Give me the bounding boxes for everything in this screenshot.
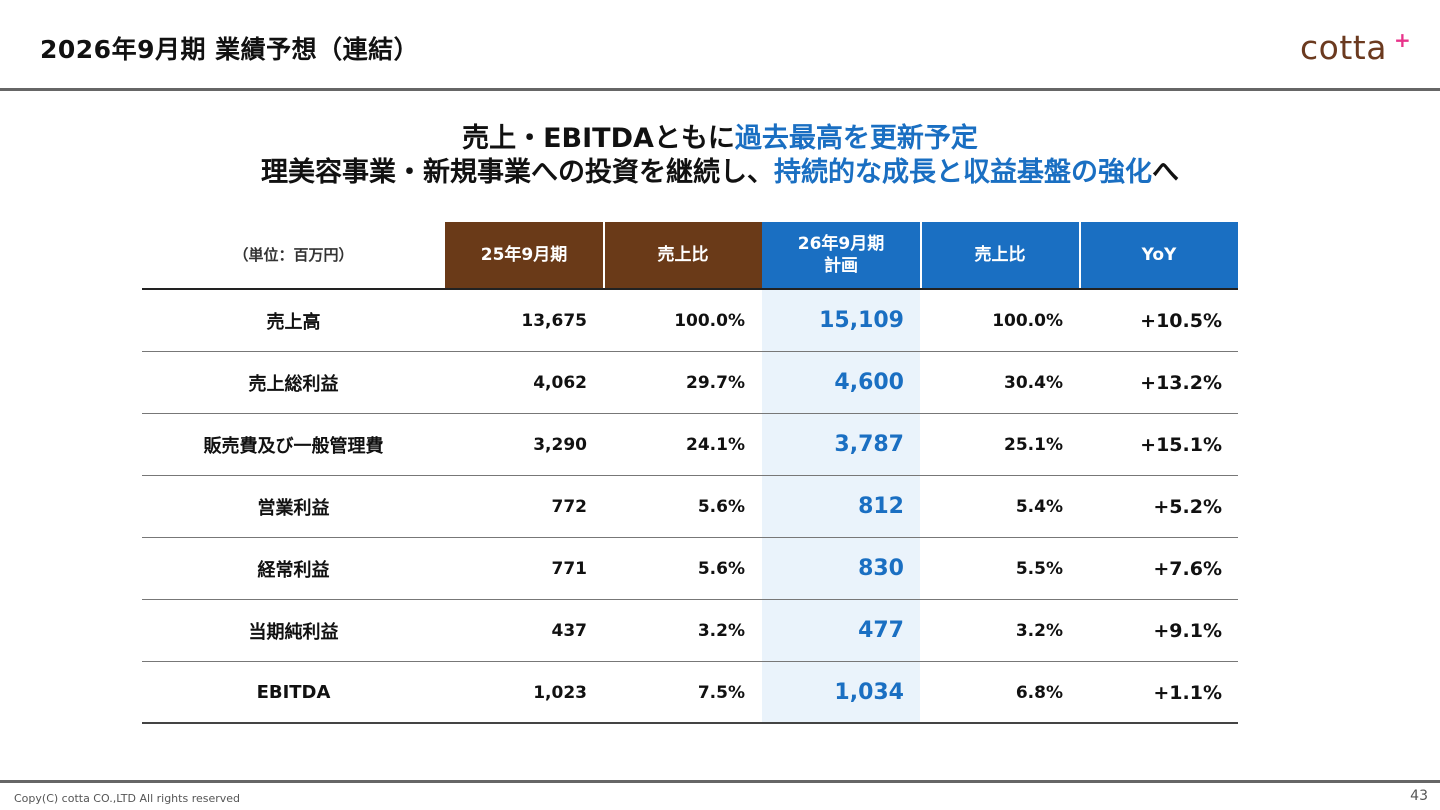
headline-line-2-highlight: 持続的な成長と収益基盤の強化	[774, 157, 1152, 188]
header-separator	[920, 222, 922, 288]
yoy-value: +9.1%	[1153, 619, 1222, 642]
fy26-plan-value: 830	[858, 556, 904, 581]
table-row: 経常利益 771 5.6% 830 5.5% +7.6%	[142, 538, 1238, 600]
row-label: EBITDA	[256, 682, 331, 703]
fy25-ratio: 5.6%	[697, 496, 745, 517]
headline: 売上・EBITDAともに過去最高を更新予定 理美容事業・新規事業への投資を継続し…	[0, 122, 1440, 190]
fy26-plan-value: 1,034	[834, 680, 904, 705]
fy25-value: 437	[551, 620, 588, 641]
copyright-text: Copy(C) cotta CO.,LTD All rights reserve…	[14, 792, 241, 805]
header-divider	[0, 88, 1440, 91]
header-fy26-line1: 26年9月期	[797, 234, 885, 254]
table-row: 販売費及び一般管理費 3,290 24.1% 3,787 25.1% +15.1…	[142, 414, 1238, 476]
fy26-plan-value: 477	[858, 618, 904, 643]
yoy-value: +10.5%	[1140, 309, 1222, 332]
logo-text: cotta	[1300, 28, 1387, 67]
fy26-ratio: 5.4%	[1015, 496, 1063, 517]
fy26-ratio: 30.4%	[1004, 372, 1063, 393]
plan-column-highlight	[762, 222, 920, 724]
row-label: 当期純利益	[248, 621, 339, 643]
fy26-plan-value: 15,109	[819, 308, 904, 333]
row-label: 経常利益	[257, 559, 330, 581]
headline-line-2: 理美容事業・新規事業への投資を継続し、持続的な成長と収益基盤の強化へ	[0, 156, 1440, 190]
header-separator	[1079, 222, 1081, 288]
fy26-ratio: 5.5%	[1015, 558, 1063, 579]
footer-divider	[0, 780, 1440, 783]
cotta-logo: cotta +	[1300, 28, 1412, 68]
fy25-value: 4,062	[533, 372, 587, 393]
table-row: 売上総利益 4,062 29.7% 4,600 30.4% +13.2%	[142, 352, 1238, 414]
fy26-ratio: 6.8%	[1015, 682, 1063, 703]
fy25-ratio: 3.2%	[697, 620, 745, 641]
logo-plus-icon: +	[1394, 28, 1411, 52]
yoy-value: +13.2%	[1140, 371, 1222, 394]
header-fy25: 25年9月期	[445, 222, 603, 288]
row-label: 売上総利益	[248, 373, 339, 395]
header-fy26-line2: 計画	[824, 256, 858, 276]
yoy-value: +5.2%	[1153, 495, 1222, 518]
fy26-plan-value: 812	[858, 494, 904, 519]
fy26-plan-value: 3,787	[834, 432, 904, 457]
header-separator	[603, 222, 605, 288]
fy26-ratio: 100.0%	[992, 310, 1063, 331]
fy25-ratio: 29.7%	[686, 372, 745, 393]
fy25-value: 3,290	[533, 434, 587, 455]
headline-line-2-suffix: へ	[1152, 157, 1179, 188]
headline-line-1-highlight: 過去最高を更新予定	[734, 123, 978, 154]
row-label: 売上高	[266, 311, 321, 333]
yoy-value: +15.1%	[1140, 433, 1222, 456]
fy25-value: 13,675	[521, 310, 587, 331]
header-bottom-rule	[142, 288, 1238, 290]
table-row: 営業利益 772 5.6% 812 5.4% +5.2%	[142, 476, 1238, 538]
yoy-value: +1.1%	[1153, 681, 1222, 704]
table-row: EBITDA 1,023 7.5% 1,034 6.8% +1.1%	[142, 662, 1238, 724]
headline-line-2-text: 理美容事業・新規事業への投資を継続し、	[261, 157, 774, 188]
fy25-ratio: 5.6%	[697, 558, 745, 579]
fy25-value: 1,023	[533, 682, 587, 703]
headline-line-1-text: 売上・EBITDAともに	[462, 123, 735, 154]
unit-label: （単位：百万円）	[233, 246, 354, 264]
headline-line-1: 売上・EBITDAともに過去最高を更新予定	[0, 122, 1440, 156]
fy25-ratio: 100.0%	[674, 310, 745, 331]
page-title: 2026年9月期 業績予想（連結）	[40, 35, 420, 64]
fy26-plan-value: 4,600	[834, 370, 904, 395]
fy26-ratio: 25.1%	[1004, 434, 1063, 455]
table-row: 売上高 13,675 100.0% 15,109 100.0% +10.5%	[142, 290, 1238, 352]
header-fy25-ratio: 売上比	[604, 222, 762, 288]
fy26-ratio: 3.2%	[1015, 620, 1063, 641]
fy25-value: 771	[551, 558, 588, 579]
fy25-value: 772	[551, 496, 588, 517]
header-fy26-ratio: 売上比	[921, 222, 1079, 288]
row-label: 販売費及び一般管理費	[203, 435, 384, 457]
yoy-value: +7.6%	[1153, 557, 1222, 580]
page-number: 43	[1410, 788, 1428, 804]
row-label: 営業利益	[257, 497, 330, 519]
fy25-ratio: 24.1%	[686, 434, 745, 455]
header-fy26-plan: 26年9月期 計画	[762, 222, 920, 288]
table-row: 当期純利益 437 3.2% 477 3.2% +9.1%	[142, 600, 1238, 662]
header-yoy: YoY	[1080, 222, 1238, 288]
fy25-ratio: 7.5%	[697, 682, 745, 703]
